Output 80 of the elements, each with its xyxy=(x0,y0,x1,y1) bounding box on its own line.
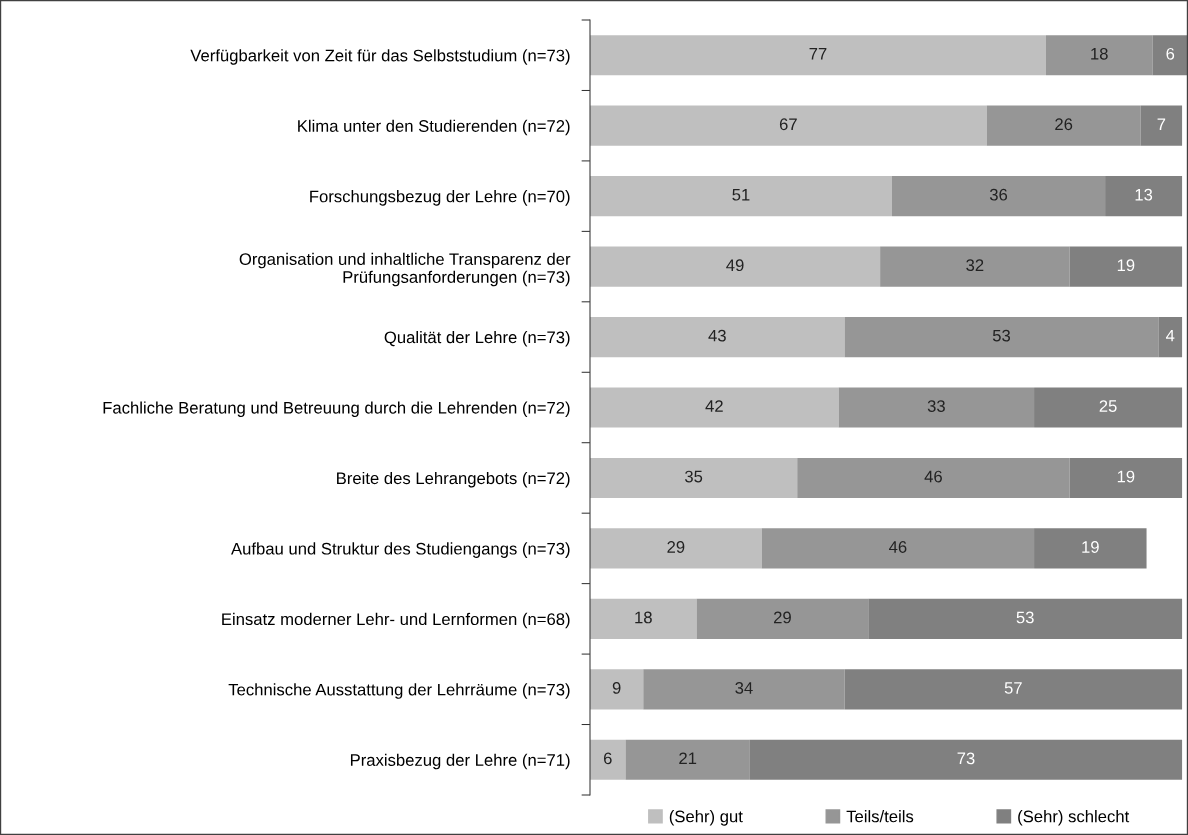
bar xyxy=(797,457,1070,499)
bar xyxy=(1105,176,1183,217)
data-label: 36 xyxy=(989,188,1008,201)
data-label: 19 xyxy=(1117,259,1135,272)
bar xyxy=(844,669,1183,710)
data-label: 49 xyxy=(726,259,744,272)
legend-label: Teils/teils xyxy=(846,810,914,823)
data-label: 46 xyxy=(889,541,907,553)
data-label: 19 xyxy=(1082,541,1099,553)
bar xyxy=(1152,35,1188,76)
bar xyxy=(1045,35,1153,76)
y-tick-label: Klima unter den Studierenden (n=72) xyxy=(298,119,570,136)
data-label: 57 xyxy=(1004,682,1022,694)
data-label: 53 xyxy=(1016,611,1034,624)
bar xyxy=(1069,246,1183,287)
y-tick-label: Technische Ausstattung der Lehrräume (n=73) xyxy=(228,683,570,699)
bar xyxy=(590,528,762,569)
data-label: 67 xyxy=(779,118,797,131)
bar xyxy=(625,739,750,780)
data-label: 43 xyxy=(708,329,726,342)
y-tick-label: Fachliche Beratung und Betreuung durch die Lehrenden (n=72) xyxy=(103,401,570,417)
data-label: 25 xyxy=(1099,400,1117,412)
y-tick-label: Aufbau und Struktur des Studiengangs (n=73) xyxy=(231,542,570,558)
data-label: 34 xyxy=(735,681,753,694)
bar xyxy=(1158,316,1183,358)
bar xyxy=(1140,105,1183,146)
data-label: 32 xyxy=(966,259,984,272)
legend-label: (Sehr) gut xyxy=(669,810,743,826)
bar xyxy=(590,457,798,499)
data-label: 18 xyxy=(635,611,652,624)
bar xyxy=(696,598,869,639)
data-label: 53 xyxy=(992,329,1011,342)
bar xyxy=(1069,457,1183,499)
bar xyxy=(838,387,1035,428)
bar xyxy=(643,669,845,710)
data-label: 6 xyxy=(603,752,612,765)
bar xyxy=(590,176,892,217)
bar xyxy=(1034,528,1147,569)
data-label: 13 xyxy=(1135,188,1153,201)
data-label: 29 xyxy=(667,541,685,553)
bar xyxy=(590,105,987,146)
bar xyxy=(590,598,697,639)
data-label: 42 xyxy=(705,400,723,412)
bar xyxy=(986,105,1141,146)
bar xyxy=(844,316,1159,358)
y-tick-label: Verfügbarkeit von Zeit für das Selbststudium (n=73) xyxy=(190,49,570,65)
data-label: 46 xyxy=(924,470,942,483)
data-label: 77 xyxy=(809,48,827,60)
y-tick-label: Einsatz moderner Lehr- und Lernformen (n=68) xyxy=(222,612,570,629)
data-label: 4 xyxy=(1165,329,1175,342)
bar xyxy=(590,739,626,780)
bar xyxy=(590,246,881,287)
data-label: 7 xyxy=(1157,118,1166,130)
bar xyxy=(891,176,1106,217)
data-label: 6 xyxy=(1166,47,1175,60)
data-label: 21 xyxy=(679,752,697,765)
y-tick-label: Praxisbezug der Lehre (n=71) xyxy=(350,753,570,770)
bar xyxy=(761,528,1035,569)
y-tick-label: Organisation und inhaltliche Transparenz der Prüfungsanforderungen (n=73) xyxy=(239,252,571,287)
bar xyxy=(749,739,1183,780)
data-label: 51 xyxy=(732,188,750,201)
data-label: 33 xyxy=(927,400,945,412)
data-label: 18 xyxy=(1091,47,1108,60)
bar xyxy=(590,669,644,710)
bar xyxy=(1034,387,1183,428)
bar xyxy=(590,35,1046,76)
legend-label: (Sehr) schlecht xyxy=(1018,810,1130,826)
y-tick-label: Qualität der Lehre (n=73) xyxy=(384,331,570,347)
y-tick-label: Forschungsbezug der Lehre (n=70) xyxy=(310,190,570,206)
data-label: 19 xyxy=(1117,470,1135,483)
data-label: 29 xyxy=(774,611,791,624)
bar xyxy=(868,598,1183,639)
data-label: 73 xyxy=(957,752,975,765)
bar xyxy=(880,246,1070,287)
bar xyxy=(590,316,845,358)
data-label: 9 xyxy=(612,681,621,694)
bar xyxy=(590,387,839,428)
data-label: 26 xyxy=(1055,118,1073,131)
y-tick-label: Breite des Lehrangebots (n=72) xyxy=(337,471,570,488)
data-label: 35 xyxy=(684,470,703,483)
